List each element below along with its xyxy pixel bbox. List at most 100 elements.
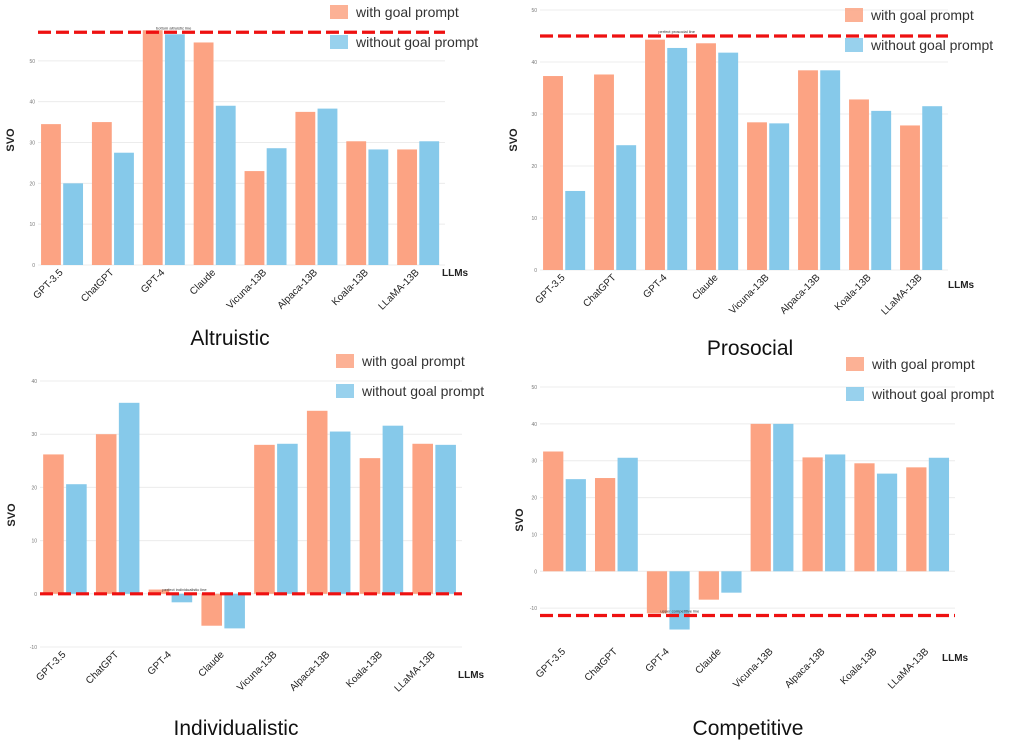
chart-individualistic-legend-label-with-goal-prompt: with goal prompt [361, 353, 465, 369]
chart-prosocial-bar-without-goal-prompt-gpt-3-5 [565, 190, 586, 270]
chart-altruistic-y-tick-label: 30 [29, 141, 35, 147]
chart-prosocial-bar-without-goal-prompt-vicuna-13b [769, 123, 790, 270]
chart-altruistic-bar-without-goal-prompt-claude [215, 105, 236, 265]
chart-competitive-y-tick-label: 20 [531, 496, 537, 502]
chart-individualistic-x-axis-label: LLMs [458, 670, 485, 681]
chart-competitive-y-tick-label: 30 [531, 459, 537, 465]
chart-altruistic-legend-swatch-without-goal-prompt [330, 35, 348, 49]
chart-competitive-x-tick-label: Vicuna-13B [731, 646, 775, 690]
chart-prosocial-y-axis-label: SVO [508, 128, 520, 152]
chart-altruistic-x-axis-label: LLMs [442, 268, 469, 279]
chart-competitive-y-tick-label: 50 [531, 385, 537, 391]
chart-prosocial-x-tick-label: GPT-3.5 [534, 272, 568, 306]
chart-competitive-bar-without-goal-prompt-claude [721, 571, 742, 593]
chart-altruistic-bar-without-goal-prompt-gpt-4 [164, 34, 185, 265]
chart-competitive-bar-without-goal-prompt-chatgpt [617, 457, 638, 572]
chart-altruistic-bar-without-goal-prompt-gpt-3-5 [63, 183, 84, 265]
chart-altruistic-x-tick-label: GPT-4 [139, 267, 168, 296]
chart-individualistic-y-tick-label: 0 [34, 592, 37, 598]
chart-altruistic-y-tick-label: 40 [29, 100, 35, 106]
chart-altruistic-bar-without-goal-prompt-alpaca-13b [317, 108, 338, 265]
chart-competitive-y-tick-label: 40 [531, 422, 537, 428]
chart-altruistic-y-tick-label: 0 [32, 263, 35, 269]
chart-individualistic-y-axis-label: SVO [6, 503, 18, 527]
chart-prosocial-bar-with-goal-prompt-chatgpt [594, 74, 614, 270]
chart-altruistic-bar-without-goal-prompt-llama-13b [419, 141, 440, 265]
chart-individualistic-bar-without-goal-prompt-llama-13b [435, 444, 456, 594]
chart-competitive-x-tick-label: Koala-13B [839, 646, 880, 687]
chart-competitive-bar-without-goal-prompt-vicuna-13b [773, 423, 794, 572]
chart-individualistic-x-tick-label: Alpaca-13B [288, 649, 333, 694]
chart-prosocial-bar-with-goal-prompt-vicuna-13b [747, 122, 767, 270]
chart-prosocial-x-tick-label: LLaMA-13B [879, 272, 924, 317]
chart-individualistic: -10 0 10 20 30 40 perfect individualistic line… [6, 353, 485, 740]
chart-altruistic-bar-with-goal-prompt-vicuna-13b [244, 171, 265, 265]
chart-individualistic-bar-with-goal-prompt-llama-13b [412, 443, 433, 594]
chart-prosocial-y-tick-label: 50 [531, 8, 537, 14]
chart-prosocial-y-tick-label: 20 [531, 164, 537, 170]
chart-competitive-bar-with-goal-prompt-gpt-4 [646, 571, 668, 614]
chart-individualistic-bar-without-goal-prompt-chatgpt [118, 402, 140, 594]
chart-altruistic-bar-without-goal-prompt-vicuna-13b [266, 148, 287, 265]
chart-prosocial-x-tick-label: Koala-13B [833, 272, 874, 313]
chart-competitive-legend-swatch-with-goal-prompt [846, 357, 864, 371]
chart-individualistic-ref-line-label: perfect individualistic line [162, 587, 207, 592]
chart-altruistic-y-tick-label: 50 [29, 59, 35, 65]
chart-altruistic-bar-with-goal-prompt-gpt-3-5 [41, 124, 61, 265]
chart-competitive-legend-swatch-without-goal-prompt [846, 387, 864, 401]
chart-individualistic-y-tick-label: -10 [30, 645, 37, 651]
chart-competitive-bar-without-goal-prompt-llama-13b [928, 457, 950, 572]
chart-individualistic-bar-without-goal-prompt-gpt-3-5 [66, 484, 87, 594]
chart-competitive-bar-with-goal-prompt-alpaca-13b [802, 457, 823, 572]
chart-competitive-x-tick-label: Alpaca-13B [783, 646, 828, 691]
chart-individualistic-x-tick-label: Vicuna-13B [235, 649, 279, 693]
chart-prosocial-bar-without-goal-prompt-gpt-4 [667, 47, 688, 271]
chart-competitive-ref-line-label: upper competitive line [660, 609, 700, 614]
chart-prosocial-bar-with-goal-prompt-gpt-4 [645, 39, 665, 270]
chart-competitive-x-tick-label: Claude [693, 646, 723, 676]
chart-altruistic-bar-with-goal-prompt-chatgpt [91, 122, 112, 265]
chart-competitive-x-axis-label: LLMs [942, 653, 969, 664]
chart-prosocial-x-axis-label: LLMs [948, 280, 975, 291]
chart-altruistic-bar-with-goal-prompt-alpaca-13b [295, 111, 316, 265]
chart-altruistic-x-tick-label: Koala-13B [330, 267, 371, 308]
chart-prosocial-y-tick-label: 40 [531, 60, 537, 66]
chart-altruistic-title: Altruistic [190, 327, 269, 350]
chart-prosocial-y-tick-label: 10 [531, 216, 537, 222]
chart-altruistic-y-axis-label: SVO [5, 128, 17, 152]
chart-altruistic-y-tick-label: 10 [29, 222, 35, 228]
chart-competitive-x-tick-label: GPT-3.5 [534, 646, 568, 680]
chart-individualistic-x-tick-label: GPT-3.5 [34, 649, 68, 683]
chart-individualistic-bar-without-goal-prompt-vicuna-13b [277, 443, 298, 594]
chart-individualistic-x-tick-label: ChatGPT [84, 649, 121, 686]
chart-prosocial-x-tick-label: Vicuna-13B [727, 272, 771, 316]
chart-prosocial-bar-without-goal-prompt-llama-13b [922, 106, 943, 270]
chart-competitive-bar-without-goal-prompt-gpt-3-5 [565, 479, 586, 572]
chart-prosocial-x-tick-label: Claude [690, 272, 720, 302]
chart-competitive-bar-without-goal-prompt-alpaca-13b [825, 454, 846, 572]
chart-altruistic-bar-without-goal-prompt-koala-13b [368, 149, 389, 265]
chart-competitive-bar-with-goal-prompt-vicuna-13b [750, 423, 771, 572]
chart-individualistic-x-tick-label: LLaMA-13B [393, 649, 438, 694]
chart-prosocial-bar-with-goal-prompt-koala-13b [849, 99, 869, 270]
chart-competitive-bar-with-goal-prompt-gpt-3-5 [543, 451, 564, 572]
chart-altruistic-x-tick-label: GPT-3.5 [31, 267, 65, 301]
chart-altruistic-y-tick-label: 20 [29, 181, 35, 187]
chart-altruistic-ref-line-label: bottom altruistic line [156, 25, 192, 30]
chart-prosocial-bar-with-goal-prompt-gpt-3-5 [543, 76, 563, 270]
chart-individualistic-y-tick-label: 10 [31, 539, 37, 545]
chart-altruistic-bar-with-goal-prompt-gpt-4 [142, 30, 163, 266]
chart-competitive-bar-without-goal-prompt-gpt-4 [669, 571, 690, 630]
chart-competitive-y-axis-label: SVO [514, 508, 526, 532]
chart-prosocial-y-tick-label: 30 [531, 112, 537, 118]
chart-altruistic-x-tick-label: Claude [188, 267, 218, 297]
chart-competitive-bar-with-goal-prompt-claude [698, 571, 719, 600]
chart-altruistic-bar-without-goal-prompt-chatgpt [114, 152, 134, 265]
chart-individualistic-legend-label-without-goal-prompt: without goal prompt [361, 383, 484, 399]
chart-prosocial-bar-with-goal-prompt-llama-13b [900, 125, 920, 270]
chart-altruistic: 0 10 20 30 40 50 bottom altruistic line GPT-3.5… [5, 4, 478, 350]
chart-competitive-bar-with-goal-prompt-llama-13b [906, 467, 927, 572]
chart-individualistic-bar-with-goal-prompt-vicuna-13b [254, 444, 275, 594]
chart-competitive-title: Competitive [693, 717, 804, 740]
chart-individualistic-legend-swatch-with-goal-prompt [336, 354, 354, 368]
